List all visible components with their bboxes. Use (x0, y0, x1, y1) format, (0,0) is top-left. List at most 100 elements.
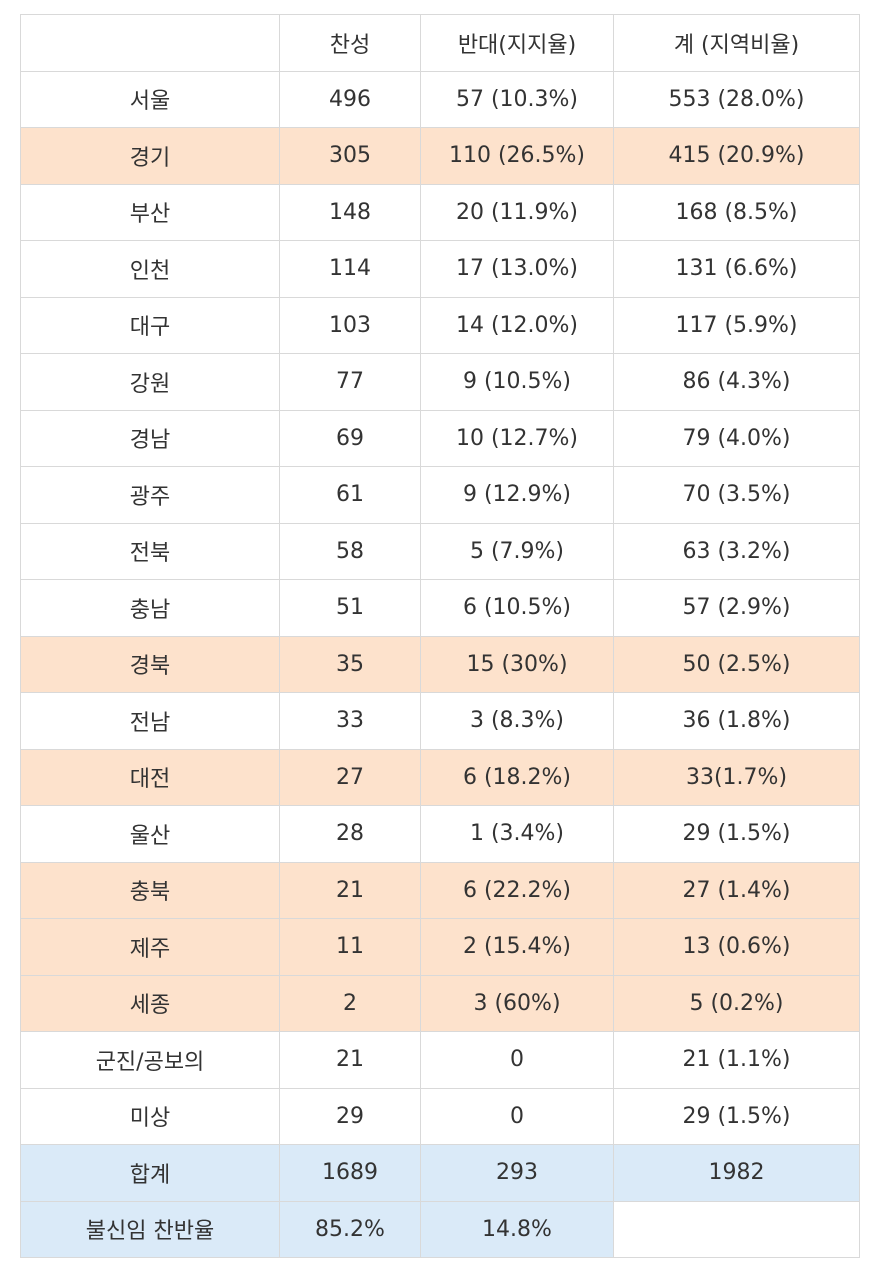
cell-no: 20 (11.9%) (420, 183, 614, 241)
cell-total: 27 (1.4%) (613, 861, 860, 919)
cell-total: 79 (4.0%) (613, 409, 860, 467)
cell-region: 경기 (20, 127, 280, 185)
cell-no: 17 (13.0%) (420, 240, 614, 298)
cell-yes: 61 (279, 466, 421, 524)
cell-no: 14 (12.0%) (420, 296, 614, 354)
cell-total: 415 (20.9%) (613, 127, 860, 185)
cell-yes: 29 (279, 1087, 421, 1145)
vote-table: 찬성 반대(지지율) 계 (지역비율) 서울 496 57 (10.3%) 553 (… (20, 14, 860, 1258)
cell-region: 경북 (20, 635, 280, 693)
cell-no: 6 (18.2%) (420, 748, 614, 806)
cell-total: 5 (0.2%) (613, 974, 860, 1032)
cell-total (613, 1200, 860, 1258)
table-row: 세종 2 3 (60%) 5 (0.2%) (20, 974, 860, 1032)
cell-yes: 77 (279, 353, 421, 411)
header-cell-yes: 찬성 (279, 14, 421, 72)
cell-no: 10 (12.7%) (420, 409, 614, 467)
header-cell-no: 반대(지지율) (420, 14, 614, 72)
cell-total: 29 (1.5%) (613, 1087, 860, 1145)
table-row: 미상 29 0 29 (1.5%) (20, 1087, 860, 1145)
cell-region: 미상 (20, 1087, 280, 1145)
cell-no: 3 (8.3%) (420, 692, 614, 750)
cell-no: 9 (10.5%) (420, 353, 614, 411)
cell-no: 5 (7.9%) (420, 522, 614, 580)
cell-region: 전북 (20, 522, 280, 580)
table-row: 울산 28 1 (3.4%) 29 (1.5%) (20, 805, 860, 863)
cell-total: 86 (4.3%) (613, 353, 860, 411)
cell-no: 293 (420, 1144, 614, 1202)
cell-no: 110 (26.5%) (420, 127, 614, 185)
cell-yes: 21 (279, 861, 421, 919)
cell-total: 33(1.7%) (613, 748, 860, 806)
cell-region: 울산 (20, 805, 280, 863)
cell-region: 합계 (20, 1144, 280, 1202)
cell-no: 0 (420, 1087, 614, 1145)
cell-no: 9 (12.9%) (420, 466, 614, 524)
cell-no: 14.8% (420, 1200, 614, 1258)
cell-region: 인천 (20, 240, 280, 298)
cell-no: 6 (22.2%) (420, 861, 614, 919)
cell-total: 168 (8.5%) (613, 183, 860, 241)
cell-yes: 496 (279, 70, 421, 128)
table-row: 대구 103 14 (12.0%) 117 (5.9%) (20, 296, 860, 354)
cell-region: 충남 (20, 579, 280, 637)
table-row: 전남 33 3 (8.3%) 36 (1.8%) (20, 692, 860, 750)
table-row: 경북 35 15 (30%) 50 (2.5%) (20, 635, 860, 693)
cell-yes: 35 (279, 635, 421, 693)
cell-region: 대구 (20, 296, 280, 354)
cell-yes: 58 (279, 522, 421, 580)
cell-region: 전남 (20, 692, 280, 750)
cell-total: 29 (1.5%) (613, 805, 860, 863)
cell-region: 서울 (20, 70, 280, 128)
cell-region: 강원 (20, 353, 280, 411)
cell-no: 2 (15.4%) (420, 918, 614, 976)
table-row: 제주 11 2 (15.4%) 13 (0.6%) (20, 918, 860, 976)
cell-no: 57 (10.3%) (420, 70, 614, 128)
header-cell-region (20, 14, 280, 72)
table-row: 부산 148 20 (11.9%) 168 (8.5%) (20, 183, 860, 241)
header-cell-total: 계 (지역비율) (613, 14, 860, 72)
table-row: 충북 21 6 (22.2%) 27 (1.4%) (20, 861, 860, 919)
table-body: 찬성 반대(지지율) 계 (지역비율) 서울 496 57 (10.3%) 553 (… (20, 14, 860, 1258)
cell-no: 15 (30%) (420, 635, 614, 693)
cell-total: 36 (1.8%) (613, 692, 860, 750)
cell-total: 553 (28.0%) (613, 70, 860, 128)
cell-region: 광주 (20, 466, 280, 524)
cell-yes: 2 (279, 974, 421, 1032)
cell-region: 경남 (20, 409, 280, 467)
cell-yes: 148 (279, 183, 421, 241)
table-row: 전북 58 5 (7.9%) 63 (3.2%) (20, 522, 860, 580)
header-row: 찬성 반대(지지율) 계 (지역비율) (20, 14, 860, 72)
table-row: 광주 61 9 (12.9%) 70 (3.5%) (20, 466, 860, 524)
cell-yes: 28 (279, 805, 421, 863)
table-row: 대전 27 6 (18.2%) 33(1.7%) (20, 748, 860, 806)
cell-total: 21 (1.1%) (613, 1031, 860, 1089)
cell-region: 제주 (20, 918, 280, 976)
table-row: 경남 69 10 (12.7%) 79 (4.0%) (20, 409, 860, 467)
cell-yes: 114 (279, 240, 421, 298)
cell-yes: 1689 (279, 1144, 421, 1202)
cell-no: 6 (10.5%) (420, 579, 614, 637)
cell-total: 70 (3.5%) (613, 466, 860, 524)
sum-row: 합계 1689 293 1982 (20, 1144, 860, 1202)
cell-yes: 21 (279, 1031, 421, 1089)
cell-yes: 51 (279, 579, 421, 637)
cell-region: 군진/공보의 (20, 1031, 280, 1089)
table-row: 경기 305 110 (26.5%) 415 (20.9%) (20, 127, 860, 185)
cell-yes: 33 (279, 692, 421, 750)
cell-total: 13 (0.6%) (613, 918, 860, 976)
cell-yes: 27 (279, 748, 421, 806)
cell-no: 0 (420, 1031, 614, 1089)
cell-yes: 69 (279, 409, 421, 467)
cell-region: 대전 (20, 748, 280, 806)
table-row: 강원 77 9 (10.5%) 86 (4.3%) (20, 353, 860, 411)
table-row: 인천 114 17 (13.0%) 131 (6.6%) (20, 240, 860, 298)
cell-total: 50 (2.5%) (613, 635, 860, 693)
cell-total: 117 (5.9%) (613, 296, 860, 354)
cell-yes: 11 (279, 918, 421, 976)
cell-total: 1982 (613, 1144, 860, 1202)
cell-region: 부산 (20, 183, 280, 241)
cell-no: 3 (60%) (420, 974, 614, 1032)
cell-region: 충북 (20, 861, 280, 919)
cell-region: 세종 (20, 974, 280, 1032)
